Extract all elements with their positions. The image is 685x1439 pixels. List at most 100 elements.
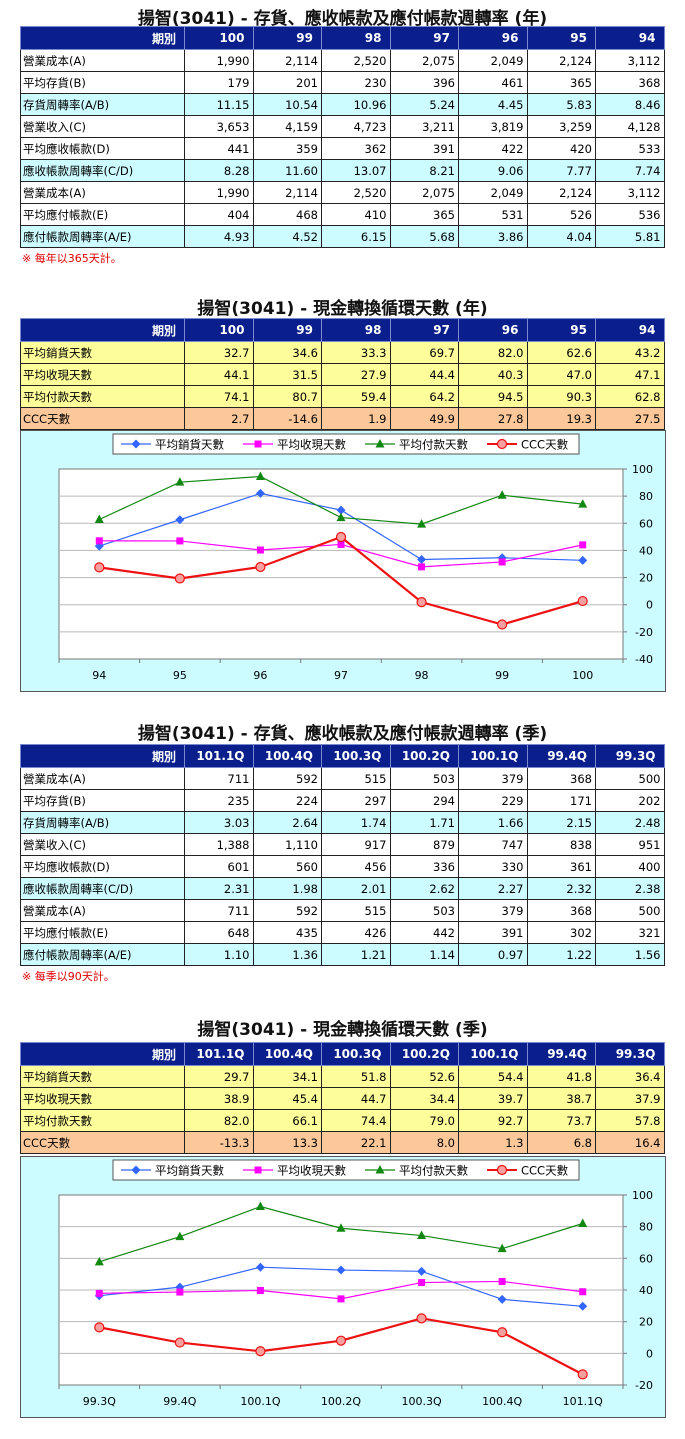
table-cell: 368: [526, 899, 596, 922]
period-header: 99: [252, 318, 322, 342]
table-cell: 64.2: [389, 385, 459, 408]
row-label: 平均應付帳款(E): [20, 203, 185, 226]
period-header-label: 期別: [20, 26, 185, 50]
table-cell: 40.3: [458, 363, 528, 386]
table-cell: 4.45: [458, 93, 528, 116]
period-header: 99.4Q: [526, 744, 596, 768]
table-cell: 44.4: [389, 363, 459, 386]
data-point: [578, 499, 588, 508]
table-cell: 2.32: [526, 877, 596, 900]
table-cell: 368: [595, 71, 665, 94]
table-cell: 365: [389, 203, 459, 226]
y-tick-label: -20: [635, 626, 653, 639]
data-point: [95, 537, 103, 545]
table-cell: 1.3: [458, 1131, 528, 1154]
row-label: 應付帳款周轉率(A/E): [20, 225, 185, 248]
legend-label: 平均銷貨天數: [155, 438, 224, 452]
table-cell: 230: [321, 71, 391, 94]
row-label: 營業收入(C): [20, 115, 185, 138]
table-cell: 1.98: [252, 877, 322, 900]
period-header: 96: [458, 318, 528, 342]
row-label: 平均應收帳款(D): [20, 855, 185, 878]
table-cell: 2.62: [389, 877, 459, 900]
row-label: 營業收入(C): [20, 833, 185, 856]
table-cell: 92.7: [458, 1109, 528, 1132]
x-tick-label: 98: [415, 669, 429, 682]
table-cell: 2.01: [321, 877, 391, 900]
table-header-row: 期別 101.1Q 100.4Q 100.3Q 100.2Q 100.1Q 99.4Q 99.…: [20, 1042, 665, 1066]
data-point: [256, 546, 264, 554]
table-cell: 592: [252, 767, 322, 790]
table-cell: 8.46: [595, 93, 665, 116]
table-row: 平均收現天數 44.1 31.5 27.9 44.4 40.3 47.0 47.1: [20, 363, 665, 386]
table-cell: 4,723: [321, 115, 391, 138]
legend-label: CCC天數: [521, 1164, 569, 1178]
table-row: 平均應收帳款(D) 601 560 456 336 330 361 400: [20, 855, 665, 878]
y-tick-label: 20: [639, 572, 653, 585]
series-4: [94, 1313, 588, 1380]
table-cell: 838: [526, 833, 596, 856]
table-cell: 52.6: [389, 1065, 459, 1088]
table-cell: 1.71: [389, 811, 459, 834]
table-row: 平均付款天數 82.0 66.1 74.4 79.0 92.7 73.7 57.8: [20, 1109, 665, 1132]
table-cell: 917: [321, 833, 391, 856]
data-point: [578, 555, 588, 565]
table-row: 應收帳款周轉率(C/D) 2.31 1.98 2.01 2.62 2.27 2.32 2.38: [20, 877, 665, 900]
y-tick-label: 100: [632, 1189, 653, 1202]
table-cell: 51.8: [321, 1065, 391, 1088]
table-cell: 201: [252, 71, 322, 94]
table-cell: 4.52: [252, 225, 322, 248]
period-header: 95: [526, 318, 596, 342]
data-point: [578, 1301, 588, 1311]
table-cell: 879: [389, 833, 459, 856]
table-cell: 2,114: [252, 181, 322, 204]
table-cell: 601: [184, 855, 254, 878]
table-cell: 16.4: [595, 1131, 665, 1154]
table-cell: 294: [389, 789, 459, 812]
table-cell: 69.7: [389, 341, 459, 364]
period-header-label: 期別: [20, 1042, 185, 1066]
table-cell: 3,112: [595, 49, 665, 72]
table-cell: 426: [321, 921, 391, 944]
legend-label: 平均付款天數: [399, 1164, 468, 1178]
table-cell: 297: [321, 789, 391, 812]
table-cell: 391: [389, 137, 459, 160]
table-cell: -13.3: [184, 1131, 254, 1154]
table-cell: 2,075: [389, 49, 459, 72]
table-row: 應付帳款周轉率(A/E) 4.93 4.52 6.15 5.68 3.86 4.04 5.81: [20, 225, 665, 248]
table-cell: 4,159: [252, 115, 322, 138]
row-label: 營業成本(A): [20, 899, 185, 922]
table-cell: 400: [595, 855, 665, 878]
legend-marker: [375, 1165, 385, 1174]
table-cell: 2,520: [321, 181, 391, 204]
table-row: 營業收入(C) 1,388 1,110 917 879 747 838 951: [20, 833, 665, 856]
period-header-label: 期別: [20, 318, 185, 342]
y-tick-label: 100: [632, 463, 653, 476]
table-cell: 422: [458, 137, 528, 160]
table-ccc-quarter: 期別 101.1Q 100.4Q 100.3Q 100.2Q 100.1Q 99.4Q 99.…: [20, 1042, 665, 1154]
table-cell: 359: [252, 137, 322, 160]
row-label: 應收帳款周轉率(C/D): [20, 159, 185, 182]
table-cell: 27.8: [458, 407, 528, 430]
table-cell: 2.15: [526, 811, 596, 834]
series-3: [94, 1201, 588, 1266]
table-cell: 90.3: [526, 385, 596, 408]
table-turnover-year: 期別 100 99 98 97 96 95 94 營業成本(A) 1,990 2,114 2,520 2…: [20, 26, 665, 248]
table-cell: 336: [389, 855, 459, 878]
table-cell: 66.1: [252, 1109, 322, 1132]
table-cell: 10.54: [252, 93, 322, 116]
data-point: [175, 1231, 185, 1241]
data-point: [497, 619, 508, 630]
table-cell: 362: [321, 137, 391, 160]
data-point: [578, 1218, 588, 1227]
period-header: 100: [184, 318, 254, 342]
data-point: [577, 1369, 588, 1380]
chart-ccc-quarter: 平均銷貨天數 平均收現天數 平均付款天數 CCC天數 -20 0 20 40 60 80 100 99…: [20, 1156, 666, 1418]
table-cell: 321: [595, 921, 665, 944]
period-header: 101.1Q: [184, 744, 254, 768]
table-cell: 2.64: [252, 811, 322, 834]
table-cell: 202: [595, 789, 665, 812]
note-quarterly-days: ※ 每季以90天計。: [22, 970, 115, 983]
data-point: [417, 519, 427, 528]
table-cell: 1.66: [458, 811, 528, 834]
